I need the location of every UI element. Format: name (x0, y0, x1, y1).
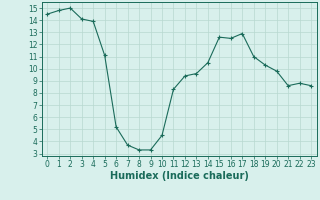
X-axis label: Humidex (Indice chaleur): Humidex (Indice chaleur) (110, 171, 249, 181)
